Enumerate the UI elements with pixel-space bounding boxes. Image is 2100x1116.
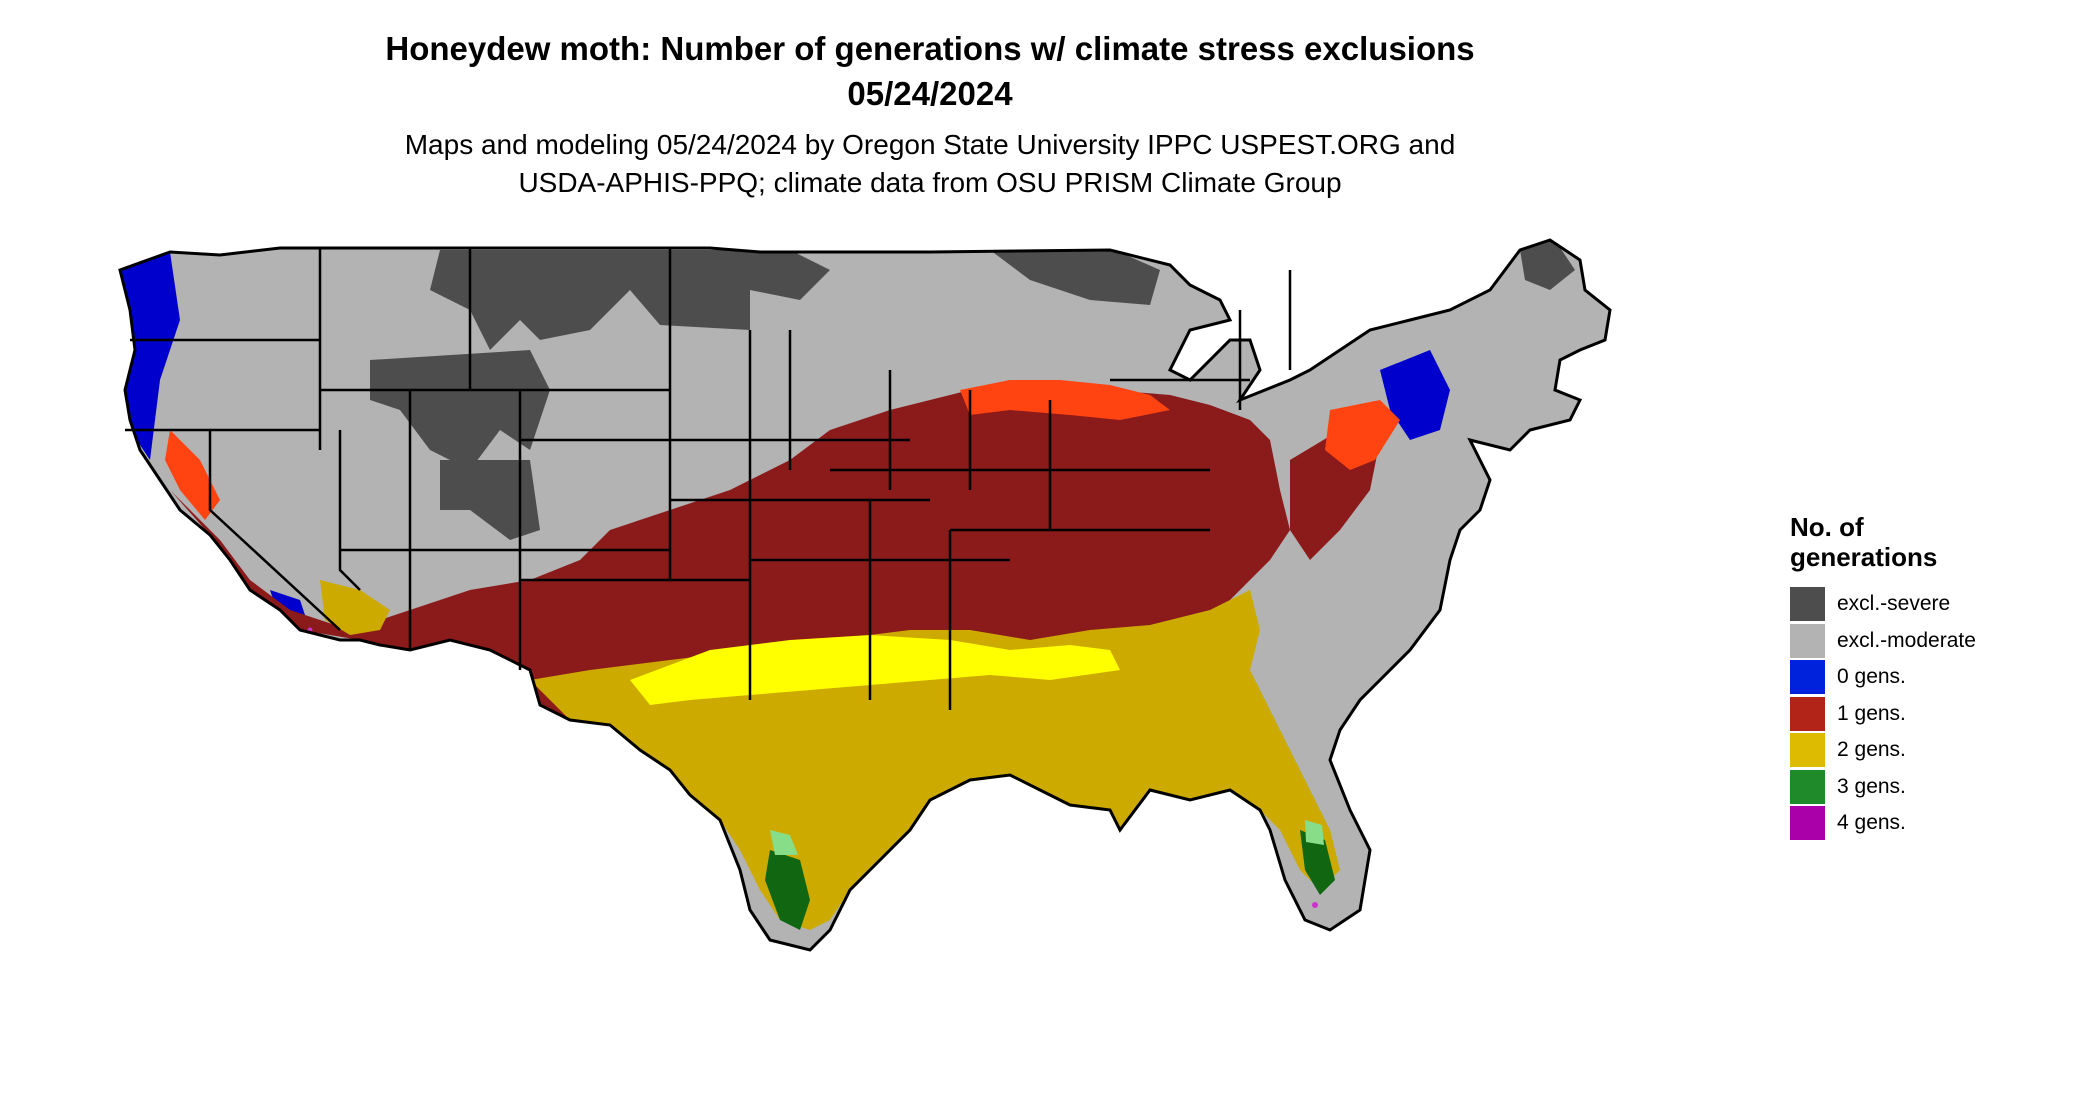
legend-swatch (1790, 660, 1825, 695)
subtitle-line-1: Maps and modeling 05/24/2024 by Oregon S… (404, 129, 1456, 160)
legend-title-line-1: No. of (1790, 512, 1864, 542)
us-map-svg (118, 238, 1612, 952)
zone-three-light-florida (1305, 820, 1324, 845)
legend-swatch (1790, 696, 1825, 731)
zone-two-arizona (320, 580, 390, 635)
map-subtitle: Maps and modeling 05/24/2024 by Oregon S… (320, 126, 1540, 202)
zone-three-south-florida (1300, 830, 1335, 895)
zone-one-south-central (140, 380, 1290, 720)
subtitle-line-2: USDA-APHIS-PPQ; climate data from OSU PR… (518, 167, 1342, 198)
legend-swatch (1790, 769, 1825, 804)
zone-transition-california (165, 430, 220, 520)
legend-item-2-gens: 2 gens. (1790, 732, 2070, 769)
zone-three-light-texas (770, 830, 798, 855)
zone-two-light-band (630, 635, 1120, 705)
zone-severe-maine (1520, 240, 1575, 290)
generation-zones (120, 240, 1610, 950)
legend-label: 0 gens. (1837, 665, 1906, 689)
title-line-1: Honeydew moth: Number of generations w/ … (385, 30, 1475, 67)
legend-item-4-gens: 4 gens. (1790, 805, 2070, 842)
legend-title: No. of generations (1790, 512, 2070, 572)
zone-transition-pennsylvania (1325, 400, 1400, 470)
border-nv-ut (338, 430, 361, 591)
legend-label: excl.-severe (1837, 592, 1951, 616)
state-borders (125, 248, 1292, 710)
zone-severe-wyoming (370, 350, 550, 470)
legend-label: 4 gens. (1837, 811, 1906, 835)
legend-item-excl-severe: excl.-severe (1790, 586, 2070, 623)
us-map (110, 230, 1750, 1110)
zone-four-florida-keys (1312, 902, 1318, 908)
legend-swatch (1790, 806, 1825, 841)
legend-item-excl-moderate: excl.-moderate (1790, 623, 2070, 660)
map-title: Honeydew moth: Number of generations w/ … (320, 26, 1540, 116)
map-legend: No. of generations excl.-severe excl.-mo… (1790, 512, 2070, 842)
zone-transition-ohio-valley (960, 380, 1170, 420)
zone-severe-north-dakota (710, 250, 830, 300)
legend-label: 3 gens. (1837, 774, 1906, 798)
legend-item-3-gens: 3 gens. (1790, 769, 2070, 806)
border-ca-nv (208, 430, 341, 631)
legend-label: 2 gens. (1837, 738, 1906, 762)
legend-title-line-2: generations (1790, 542, 1938, 572)
zone-severe-minnesota (990, 248, 1160, 305)
legend-swatch (1790, 623, 1825, 658)
legend-swatch (1790, 587, 1825, 622)
us-outline (118, 238, 1612, 952)
legend-label: excl.-moderate (1837, 628, 1976, 652)
legend-label: 1 gens. (1837, 701, 1906, 725)
legend-item-1-gens: 1 gens. (1790, 696, 2070, 733)
legend-item-0-gens: 0 gens. (1790, 659, 2070, 696)
zone-zero-pacific-nw (120, 252, 180, 460)
zone-severe-colorado (440, 460, 540, 540)
zone-three-south-texas (765, 850, 810, 930)
title-date: 05/24/2024 (847, 75, 1013, 112)
legend-swatch (1790, 733, 1825, 768)
